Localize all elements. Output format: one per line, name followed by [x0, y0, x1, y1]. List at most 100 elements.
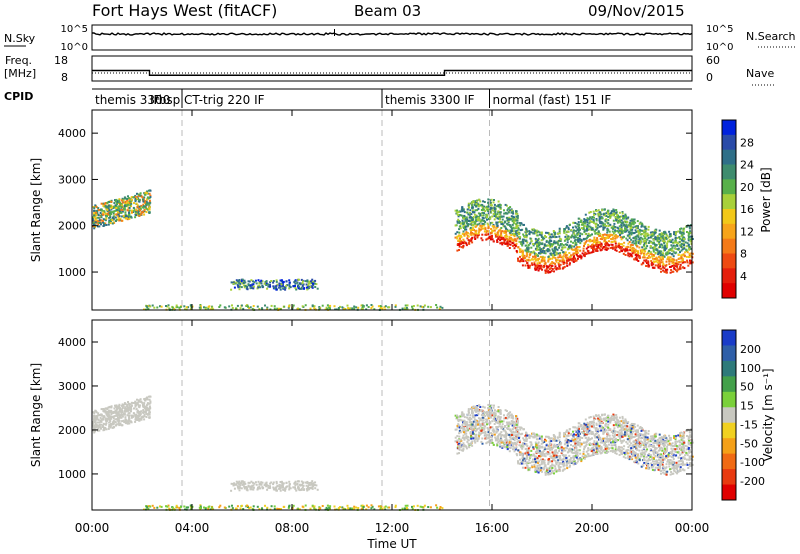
power-cell — [543, 256, 546, 259]
power-cell — [506, 228, 509, 231]
power-cell — [674, 269, 677, 272]
power-cell — [614, 242, 617, 245]
power-cell — [137, 211, 140, 214]
power-cell — [593, 248, 596, 250]
velocity-cell — [269, 485, 271, 488]
power-cell — [563, 228, 566, 231]
power-cell — [574, 222, 577, 224]
velocity-cell — [373, 508, 376, 511]
power-cell — [280, 283, 283, 286]
power-cell — [670, 244, 673, 247]
power-cell — [679, 228, 682, 230]
power-cell — [383, 306, 386, 309]
velocity-cell — [564, 446, 567, 449]
power-cell — [633, 247, 635, 250]
power-cell — [645, 238, 648, 241]
velocity-cell — [237, 486, 239, 489]
power-cell — [520, 242, 523, 245]
power-cell — [528, 256, 531, 259]
power-cell — [570, 240, 572, 243]
power-cell — [279, 288, 282, 291]
velocity-cell — [274, 487, 277, 490]
power-cell — [519, 224, 522, 227]
power-cell — [547, 265, 550, 268]
velocity-cell — [246, 504, 249, 507]
power-cell — [646, 245, 649, 248]
power-cell — [583, 243, 586, 245]
power-cell — [236, 304, 239, 307]
velocity-cell — [530, 464, 533, 467]
power-cell — [681, 234, 684, 236]
power-cell — [502, 236, 505, 239]
power-cell — [525, 248, 528, 251]
power-cell — [572, 260, 575, 263]
power-cell — [608, 244, 610, 247]
power-cell — [272, 280, 275, 282]
power-cell — [665, 252, 668, 255]
velocity-cell — [149, 395, 152, 398]
power-cell — [558, 239, 560, 242]
power-cell — [670, 241, 673, 243]
power-cell — [542, 258, 545, 261]
power-cell — [475, 204, 478, 207]
power-cell — [610, 226, 613, 229]
velocity-cell — [137, 417, 140, 420]
power-cell — [115, 213, 118, 216]
velocity-cell — [411, 507, 414, 510]
power-cell — [643, 242, 646, 245]
power-cell — [303, 287, 305, 290]
power-cell — [513, 216, 516, 219]
power-cell — [523, 256, 526, 259]
power-colorbar-swatch-0 — [722, 120, 736, 136]
velocity-cell — [109, 419, 112, 422]
power-cell — [495, 223, 498, 226]
velocity-cell — [219, 504, 222, 507]
velocity-cell — [282, 486, 284, 489]
velocity-cell — [127, 422, 129, 425]
power-cell — [401, 307, 404, 310]
power-cell — [660, 237, 663, 240]
power-cell — [503, 212, 506, 215]
power-cell — [652, 249, 655, 252]
power-cell — [623, 216, 626, 218]
power-cell — [456, 235, 459, 238]
power-cell — [123, 196, 126, 199]
power-cell — [138, 205, 141, 208]
power-cell — [607, 234, 609, 237]
velocity-cell — [566, 459, 569, 462]
velocity-cell — [548, 440, 551, 443]
power-cell — [281, 283, 284, 285]
power-cell — [574, 239, 577, 241]
velocity-cell — [313, 484, 316, 486]
power-cell — [583, 255, 586, 258]
power-cell — [567, 226, 570, 229]
power-cell — [497, 204, 500, 207]
velocity-cell — [484, 430, 487, 433]
power-cell — [547, 257, 550, 260]
power-cell — [121, 215, 124, 218]
power-cell — [575, 243, 577, 246]
power-cell — [146, 208, 149, 211]
power-cell — [544, 252, 547, 255]
power-cell — [458, 239, 461, 242]
power-cell — [631, 222, 634, 224]
power-cell — [454, 236, 457, 239]
power-cell — [493, 212, 496, 215]
power-cell — [506, 240, 509, 243]
power-cell — [552, 262, 555, 265]
power-cell — [276, 307, 279, 310]
velocity-cell — [127, 412, 130, 415]
velocity-cell — [305, 484, 308, 487]
power-cell — [127, 197, 130, 200]
power-cell — [132, 206, 135, 209]
power-cell — [474, 205, 477, 208]
power-cell — [128, 211, 131, 214]
power-cell — [496, 231, 499, 234]
power-cell — [607, 228, 610, 231]
power-colorbar-tick-6: 4 — [740, 270, 747, 283]
power-cell — [462, 238, 465, 241]
power-cell — [114, 204, 117, 207]
power-cell — [297, 287, 300, 290]
power-cell — [120, 203, 123, 206]
power-cell — [148, 199, 151, 202]
